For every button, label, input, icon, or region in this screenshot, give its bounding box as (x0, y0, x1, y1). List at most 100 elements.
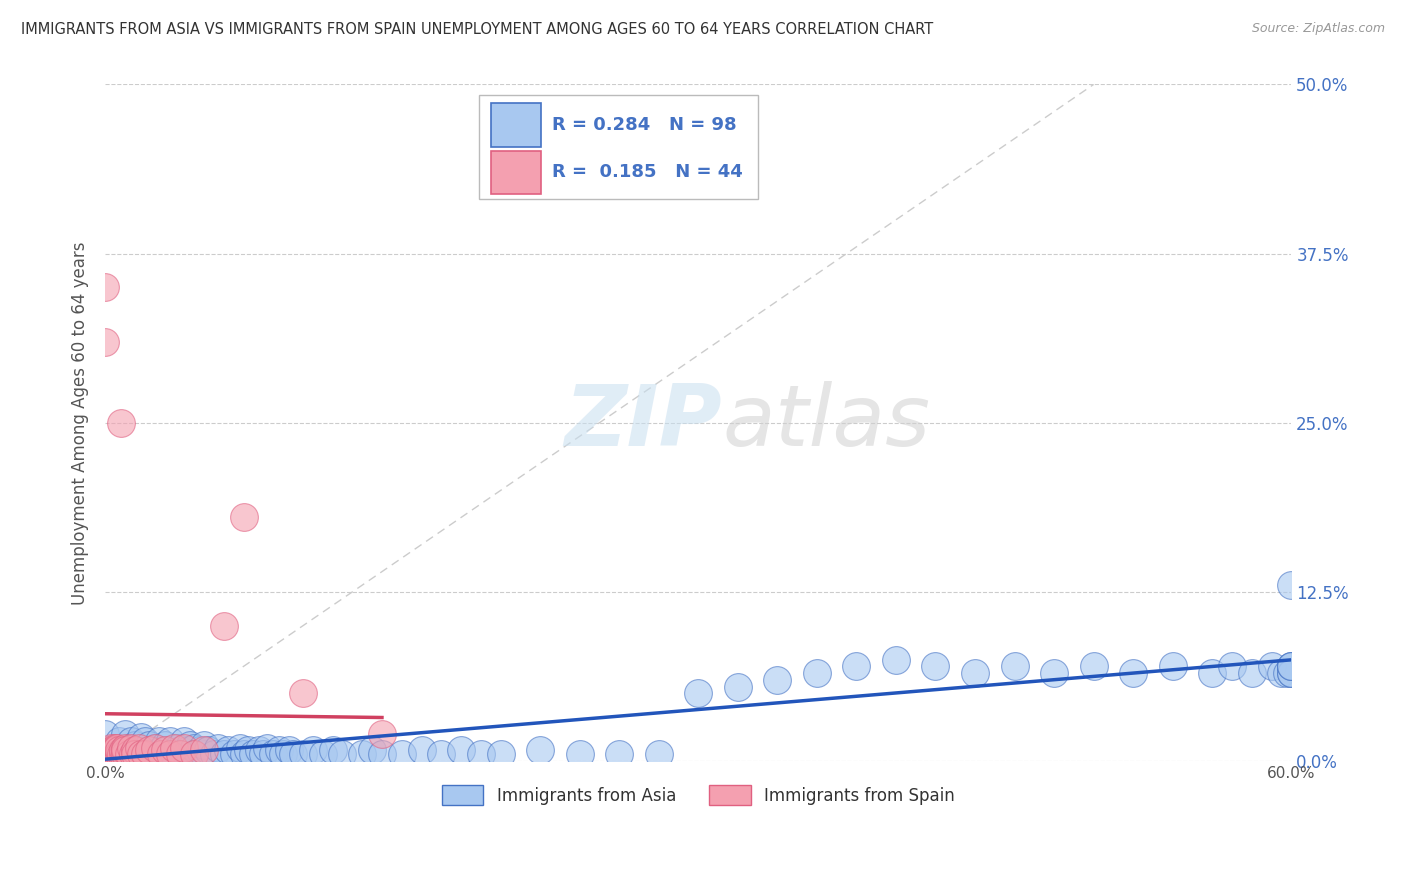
Point (114, 740, 136, 755)
Point (105, 747, 128, 762)
Point (1277, 666, 1299, 681)
Point (193, 747, 215, 762)
Point (430, 747, 453, 762)
Point (173, 740, 195, 755)
Point (489, 747, 512, 762)
Point (193, 738, 215, 752)
Point (1279, 659, 1302, 673)
FancyBboxPatch shape (491, 151, 540, 194)
Point (173, 733, 195, 747)
Point (332, 747, 354, 762)
Point (228, 740, 250, 755)
Point (1279, 578, 1302, 592)
Point (924, 659, 946, 673)
Point (114, 747, 136, 762)
Point (884, 652, 907, 666)
Point (529, 743, 551, 757)
Point (450, 743, 472, 757)
Point (100, 740, 122, 755)
Point (153, 743, 176, 757)
Point (1279, 659, 1302, 673)
Point (143, 740, 166, 755)
Point (159, 733, 181, 747)
Point (104, 747, 127, 762)
Point (222, 747, 245, 762)
Point (607, 747, 630, 762)
Point (212, 619, 235, 633)
Point (252, 747, 274, 762)
Point (322, 743, 344, 757)
Point (105, 740, 128, 755)
Point (727, 680, 749, 694)
Text: R =  0.185   N = 44: R = 0.185 N = 44 (553, 163, 744, 181)
Point (249, 743, 271, 757)
Point (291, 747, 314, 762)
Text: IMMIGRANTS FROM ASIA VS IMMIGRANTS FROM SPAIN UNEMPLOYMENT AMONG AGES 60 TO 64 Y: IMMIGRANTS FROM ASIA VS IMMIGRANTS FROM … (21, 22, 934, 37)
Point (104, 740, 127, 755)
Point (134, 733, 156, 747)
Point (163, 740, 186, 755)
Point (118, 747, 141, 762)
Point (104, 743, 127, 757)
Point (183, 747, 205, 762)
Point (124, 743, 146, 757)
Point (1279, 666, 1302, 681)
Point (197, 743, 219, 757)
Point (124, 747, 146, 762)
Point (212, 747, 235, 762)
Point (1043, 666, 1066, 681)
Point (101, 743, 124, 757)
Point (411, 743, 433, 757)
Point (1270, 666, 1292, 681)
Point (271, 747, 294, 762)
Point (111, 743, 134, 757)
Point (1122, 666, 1144, 681)
Point (470, 747, 492, 762)
Point (118, 740, 141, 755)
Point (159, 747, 181, 762)
Text: Source: ZipAtlas.com: Source: ZipAtlas.com (1251, 22, 1385, 36)
Point (114, 747, 136, 762)
Point (163, 747, 186, 762)
Point (157, 743, 180, 757)
Point (139, 747, 162, 762)
Point (124, 738, 146, 752)
Point (110, 747, 132, 762)
Point (94, 747, 117, 762)
Point (100, 747, 122, 762)
Point (138, 743, 160, 757)
Point (108, 733, 131, 747)
Point (352, 747, 374, 762)
Point (179, 738, 201, 752)
Point (101, 747, 124, 762)
Point (1161, 659, 1184, 673)
Point (281, 747, 304, 762)
Y-axis label: Unemployment Among Ages 60 to 64 years: Unemployment Among Ages 60 to 64 years (72, 241, 89, 605)
Point (207, 740, 229, 755)
Point (169, 743, 191, 757)
Point (110, 743, 132, 757)
Point (232, 510, 254, 524)
Point (648, 747, 671, 762)
Text: R = 0.284   N = 98: R = 0.284 N = 98 (553, 116, 737, 134)
Point (122, 747, 145, 762)
Point (124, 747, 146, 762)
Point (129, 747, 152, 762)
Text: ZIP: ZIP (564, 381, 723, 464)
Point (173, 747, 195, 762)
Point (177, 743, 200, 757)
Point (371, 727, 394, 741)
Point (291, 686, 314, 700)
Point (202, 747, 225, 762)
Point (845, 659, 868, 673)
Point (371, 747, 394, 762)
Point (148, 733, 170, 747)
Point (766, 673, 789, 687)
Point (963, 666, 986, 681)
Text: atlas: atlas (723, 381, 929, 464)
Point (134, 747, 156, 762)
Point (1240, 666, 1263, 681)
Point (94, 334, 117, 349)
Point (269, 743, 291, 757)
Point (153, 747, 176, 762)
